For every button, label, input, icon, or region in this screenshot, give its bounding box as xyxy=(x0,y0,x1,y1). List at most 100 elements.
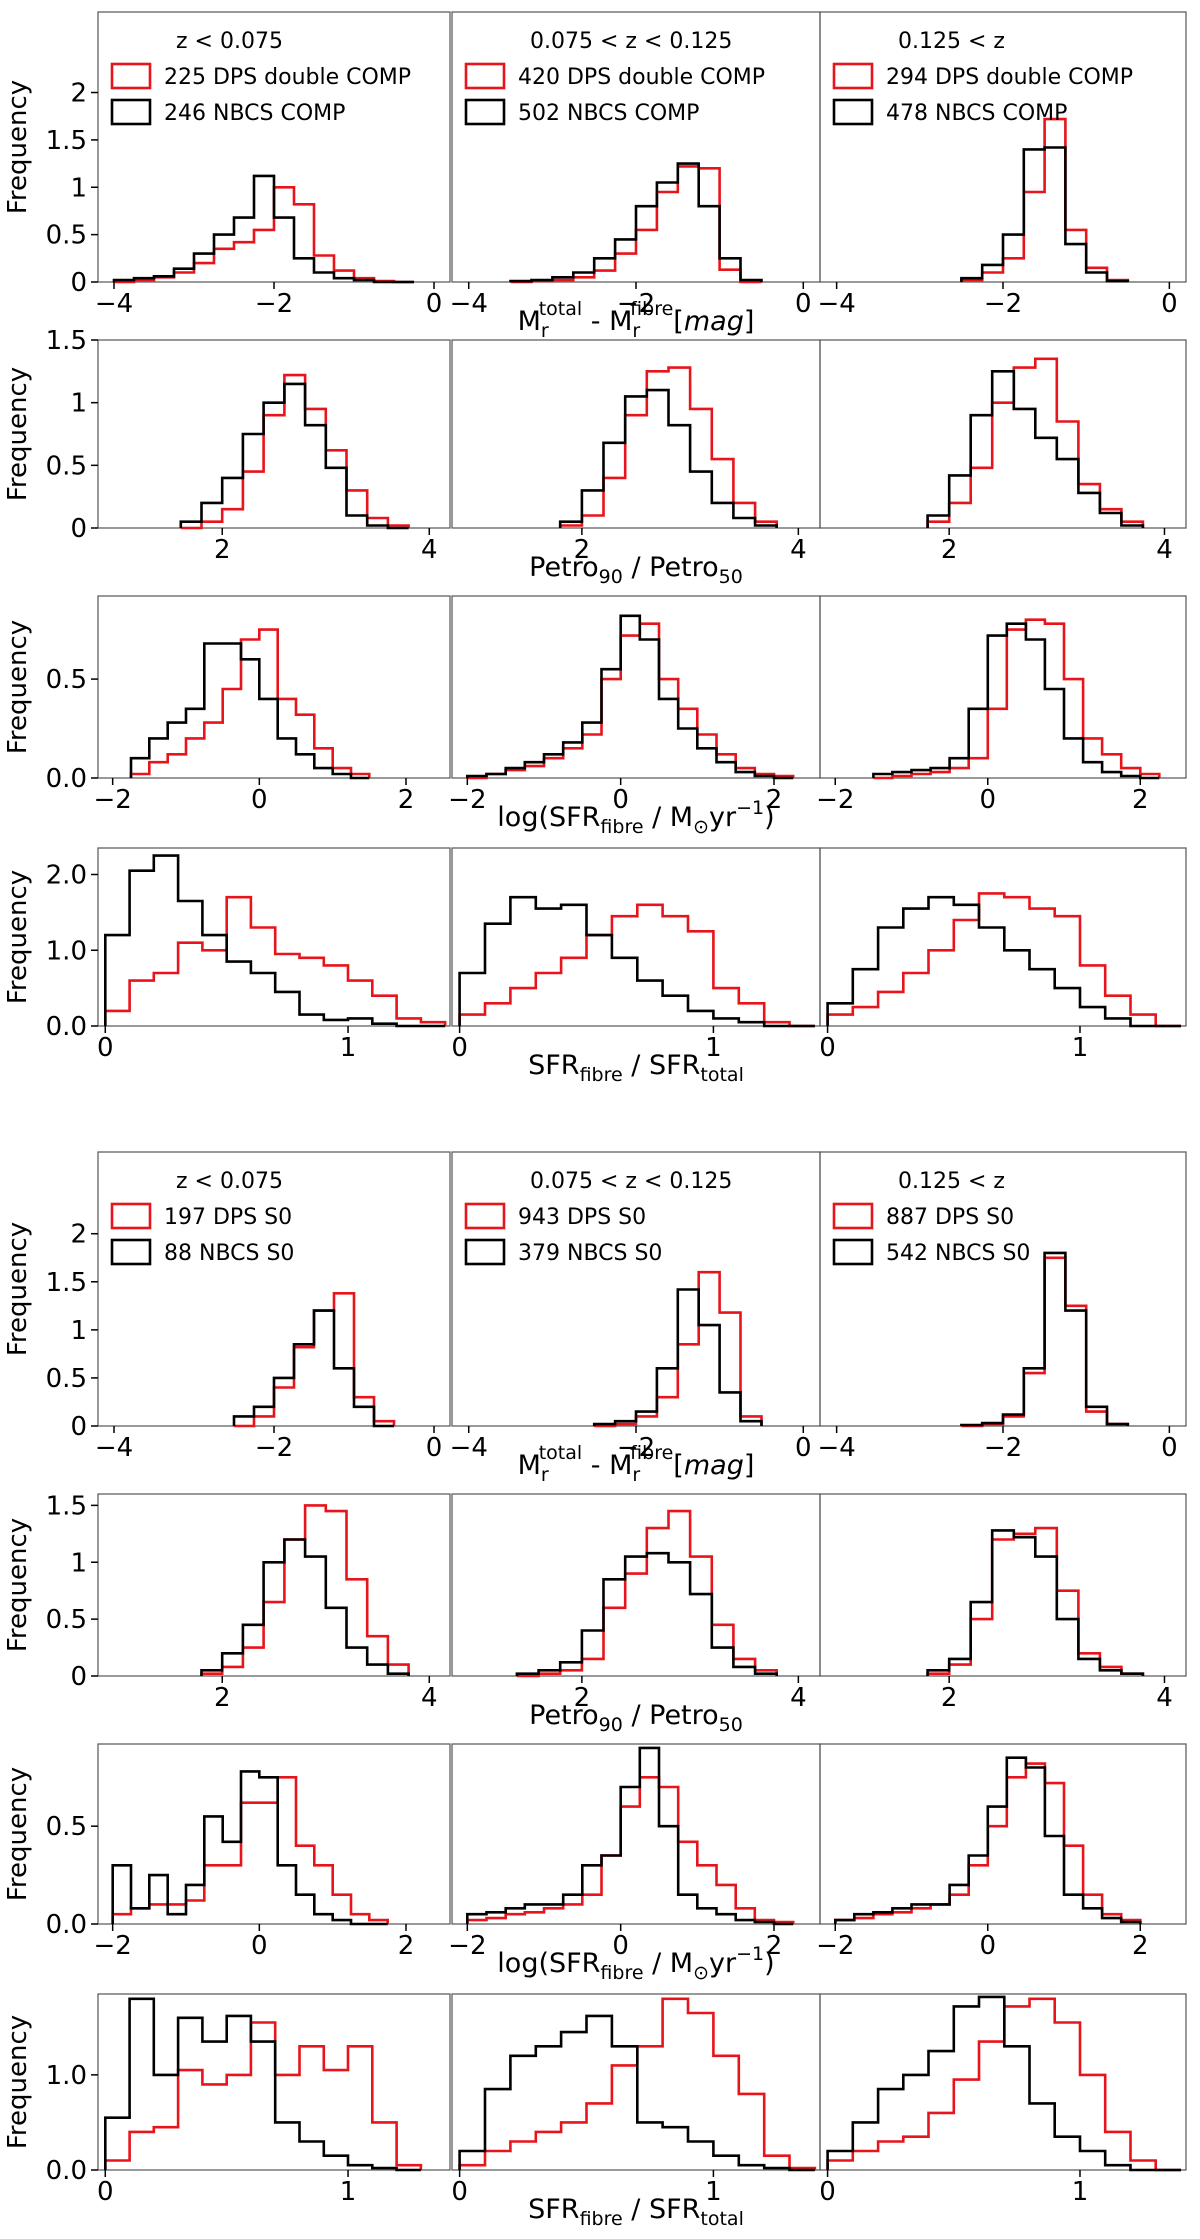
x-tick-label: 0 xyxy=(451,1033,468,1063)
x-tick-label: 4 xyxy=(1156,1683,1173,1713)
legend-label: 478 NBCS COMP xyxy=(886,101,1067,126)
y-axis-label: Frequency xyxy=(3,2015,33,2149)
panel-title: z < 0.075 xyxy=(176,29,283,54)
x-axis-label-petro: Petro90 / Petro50 xyxy=(529,1700,743,1736)
axes-frame xyxy=(97,1743,451,1925)
axes-frame xyxy=(97,847,451,1027)
nbcs-histogram xyxy=(509,162,763,283)
x-tick-label: 1 xyxy=(705,1033,722,1063)
axes-frame xyxy=(819,595,1187,779)
x-tick-label: 0 xyxy=(612,1931,629,1961)
nbcs-histogram xyxy=(826,1995,1181,2172)
legend-swatch xyxy=(832,98,874,126)
y-tick-label: 0.5 xyxy=(46,1605,87,1635)
y-tick-label: 1 xyxy=(70,389,87,419)
panel-comp-sfr-2: −2 0 2 xyxy=(816,595,1187,815)
x-tick-label: −2 xyxy=(255,289,293,319)
axes-frame xyxy=(819,1493,1187,1677)
x-tick-label: 1 xyxy=(705,2177,722,2207)
x-axis-label-petro: Petro90 / Petro50 xyxy=(529,552,743,588)
panel-title: 0.125 < z xyxy=(898,1169,1005,1194)
axes-frame xyxy=(819,339,1187,529)
legend-swatch xyxy=(110,1202,152,1230)
legend-swatch xyxy=(464,1202,506,1230)
panel-s0-mag-1: −4 −2 0 0.075 < z < 0.125 943 DPS S0 379 NBCS… xyxy=(450,1151,821,1463)
x-tick-label: −4 xyxy=(817,289,855,319)
dps-histogram xyxy=(129,628,371,778)
legend-label: 502 NBCS COMP xyxy=(518,101,699,126)
dps-histogram xyxy=(458,903,815,1028)
panel-title: 0.125 < z xyxy=(898,29,1005,54)
x-tick-label: −4 xyxy=(450,289,488,319)
x-tick-label: −4 xyxy=(95,289,133,319)
y-tick-label: 2 xyxy=(70,79,87,109)
dps-histogram xyxy=(200,1504,410,1676)
nbcs-histogram xyxy=(466,614,794,780)
x-tick-label: 4 xyxy=(790,535,807,565)
panel-title: 0.075 < z < 0.125 xyxy=(530,1169,732,1194)
y-tick-label: 1 xyxy=(70,173,87,203)
dps-histogram xyxy=(180,373,410,530)
x-tick-label: 0 xyxy=(819,1033,836,1063)
y-tick-label: 1 xyxy=(70,1548,87,1578)
y-tick-label: 0.0 xyxy=(46,764,87,794)
axes-frame xyxy=(97,1493,451,1677)
legend-swatch xyxy=(110,1238,152,1266)
legend-swatch xyxy=(110,62,152,90)
dps-histogram xyxy=(104,2021,423,2170)
nbcs-histogram xyxy=(592,1288,763,1426)
panel-title: z < 0.075 xyxy=(176,1169,283,1194)
x-tick-label: 2 xyxy=(766,1931,783,1961)
x-tick-label: 0 xyxy=(612,785,629,815)
nbcs-histogram xyxy=(926,370,1145,528)
panel-s0-mag-2: −4 −2 0 0.125 < z 887 DPS S0 542 NBCS S0 xyxy=(817,1151,1187,1463)
x-tick-label: 0 xyxy=(795,1433,812,1463)
nbcs-histogram xyxy=(179,382,409,530)
x-tick-label: 2 xyxy=(574,535,591,565)
panel-s0-sfr-0: −2 0 2 0.0 0.5 Frequency xyxy=(3,1743,451,1961)
y-tick-label: 0.5 xyxy=(46,451,87,481)
x-tick-label: 0 xyxy=(251,1931,268,1961)
legend-swatch xyxy=(832,1238,874,1266)
panel-comp-mag-1: −4 −2 0 0.075 < z < 0.125 420 DPS double COM… xyxy=(450,11,821,319)
legend-label: 294 DPS double COMP xyxy=(886,65,1133,90)
x-axis-label-mag: Mrtotal - Mrfibre[mag] xyxy=(518,298,755,342)
x-tick-label: −2 xyxy=(984,1433,1022,1463)
y-axis-label: Frequency xyxy=(3,870,33,1004)
y-tick-label: 0.0 xyxy=(46,1910,87,1940)
nbcs-histogram xyxy=(112,174,414,284)
y-tick-label: 0 xyxy=(70,1662,87,1692)
y-tick-label: 0.0 xyxy=(46,2156,87,2186)
dps-histogram xyxy=(558,366,778,528)
nbcs-histogram xyxy=(104,1997,421,2172)
x-axis-label-frac: SFRfibre / SFRtotal xyxy=(528,2194,744,2230)
x-tick-label: −4 xyxy=(817,1433,855,1463)
y-tick-label: 1.0 xyxy=(46,936,87,966)
axes-frame xyxy=(819,1743,1187,1925)
panel-comp-petro-0: 2 4 0 0.5 1 1.5 Frequency xyxy=(3,326,451,565)
dps-histogram xyxy=(104,895,447,1026)
legend-label: 225 DPS double COMP xyxy=(164,65,411,90)
x-tick-label: −2 xyxy=(984,289,1022,319)
legend-swatch xyxy=(464,1238,506,1266)
panel-comp-mag-2: −4 −2 0 0.125 < z 294 DPS double COMP 478 NBC… xyxy=(817,11,1187,319)
y-tick-label: 0 xyxy=(70,1412,87,1442)
y-tick-label: 1.5 xyxy=(46,1491,87,1521)
y-tick-label: 0.5 xyxy=(46,665,87,695)
y-axis-label: Frequency xyxy=(3,367,33,501)
x-tick-label: −2 xyxy=(255,1433,293,1463)
x-tick-label: −2 xyxy=(816,785,854,815)
axes-frame xyxy=(97,339,451,529)
x-tick-label: −2 xyxy=(816,1931,854,1961)
x-tick-label: 2 xyxy=(941,1683,958,1713)
x-tick-label: −2 xyxy=(94,785,132,815)
y-tick-label: 2.0 xyxy=(46,861,87,891)
nbcs-histogram xyxy=(872,622,1160,780)
x-tick-label: 0 xyxy=(251,785,268,815)
x-axis-label-frac: SFRfibre / SFRtotal xyxy=(528,1050,744,1086)
legend-label: 420 DPS double COMP xyxy=(518,65,765,90)
y-tick-label: 0.5 xyxy=(46,1364,87,1394)
nbcs-histogram xyxy=(111,1770,388,1926)
panel-s0-frac-0: 0 1 0.0 1.0 Frequency xyxy=(3,1993,451,2207)
